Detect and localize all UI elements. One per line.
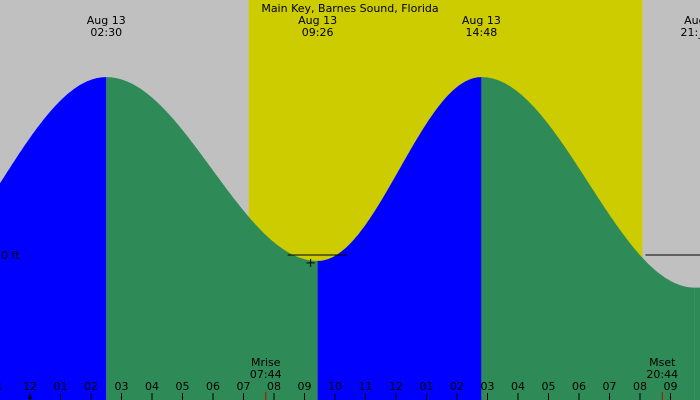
extreme-date-label: Aug	[684, 14, 700, 27]
hour-tick-label: 08	[267, 380, 281, 393]
hour-tick-label: 12	[23, 380, 37, 393]
rising-tide-area	[0, 77, 107, 400]
hour-tick-label: 04	[145, 380, 159, 393]
hour-tick-label: 03	[481, 380, 495, 393]
hour-tick-label: 05	[176, 380, 190, 393]
falling-tide-area	[481, 77, 695, 400]
hour-tick-label: 07	[603, 380, 617, 393]
extreme-time-label: 09:26	[302, 26, 334, 39]
tide-area-layer	[0, 77, 700, 400]
falling-tide-area	[106, 77, 318, 400]
reference-line-layer	[287, 254, 700, 267]
hour-tick-label: 04	[511, 380, 525, 393]
hour-tick-label: 12	[389, 380, 403, 393]
hour-tick-label: 02	[450, 380, 464, 393]
extreme-time-label: 21:__	[681, 26, 700, 39]
midnight-marker	[28, 393, 32, 399]
hour-tick-label: 01	[420, 380, 434, 393]
hour-tick-label: 06	[206, 380, 220, 393]
hour-tick-label: 06	[572, 380, 586, 393]
rising-tide-area	[317, 77, 482, 400]
hour-tick-label: 07	[237, 380, 251, 393]
chart-title: Main Key, Barnes Sound, Florida	[261, 2, 438, 15]
hour-tick-label: 05	[542, 380, 556, 393]
moon-event-time: 20:44	[646, 368, 678, 381]
hour-tick-label: 02	[84, 380, 98, 393]
hour-tick-label: 03	[115, 380, 129, 393]
extreme-time-label: 14:48	[466, 26, 498, 39]
hour-tick-label: 01	[54, 380, 68, 393]
extreme-time-label: 02:30	[90, 26, 122, 39]
zero-label: 0 ft	[1, 249, 20, 262]
moon-event-label: Mset	[649, 356, 676, 369]
moon-event-label: Mrise	[251, 356, 281, 369]
moon-event-time: 07:44	[250, 368, 282, 381]
extreme-date-label: Aug 13	[462, 14, 501, 27]
hour-tick-label: 09	[298, 380, 312, 393]
falling-tide-area	[694, 287, 700, 400]
extreme-date-label: Aug 13	[298, 14, 337, 27]
hour-tick-label: 10	[328, 380, 342, 393]
extreme-date-label: Aug 13	[87, 14, 126, 27]
hour-axis: 1 12 01 02 03 04 05 06 07 08 09 10 11 12 01 02 03 04 05 06 0…	[0, 380, 678, 400]
hour-tick-label: 08	[633, 380, 647, 393]
hour-tick-label: 11	[359, 380, 373, 393]
hour-tick-label: 1	[0, 380, 3, 393]
hour-tick-label: 09	[664, 380, 678, 393]
